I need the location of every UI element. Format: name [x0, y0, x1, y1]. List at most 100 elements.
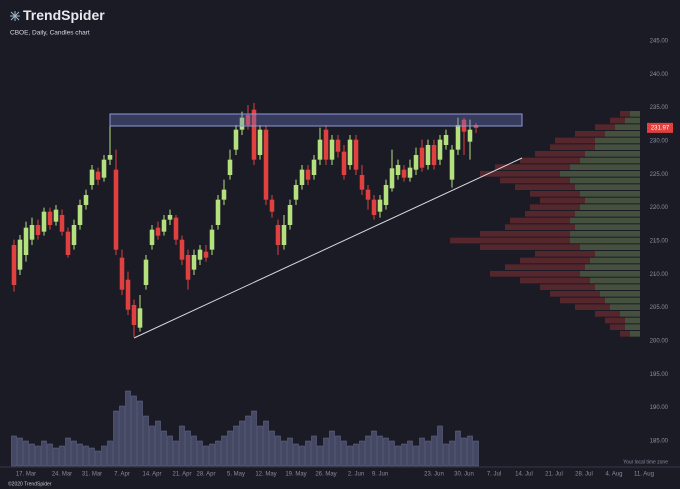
volume-bar — [395, 445, 401, 467]
profile-up — [595, 284, 640, 290]
volume-bar — [275, 435, 281, 467]
candle-body — [179, 239, 185, 260]
profile-down — [575, 304, 610, 310]
volume-bar — [443, 443, 449, 467]
profile-up — [595, 251, 640, 257]
volume-bar — [53, 447, 59, 467]
candle-body — [185, 255, 191, 280]
volume-bar — [59, 445, 65, 467]
candle-body — [221, 189, 227, 200]
candle-body — [71, 225, 77, 245]
volume-bar — [35, 445, 41, 467]
profile-down — [610, 117, 625, 124]
candle-body — [155, 227, 161, 236]
volume-bar — [263, 420, 269, 467]
profile-down — [515, 184, 575, 190]
candle-body — [173, 217, 179, 240]
candle-body — [425, 145, 431, 165]
x-tick-label: 28. Jul — [575, 472, 593, 478]
volume-bar — [329, 430, 335, 467]
chart-title: TrendSpider — [23, 7, 105, 23]
candle-body — [41, 211, 47, 232]
candle-body — [47, 211, 53, 225]
volume-bar — [293, 443, 299, 467]
volume-bar — [431, 435, 437, 467]
profile-up — [570, 237, 640, 244]
x-tick-label: 9. Jun — [372, 472, 388, 478]
profile-up — [580, 157, 640, 164]
volume-bar — [341, 440, 347, 467]
candle-body — [53, 209, 59, 222]
profile-up — [580, 244, 640, 250]
volume-bar — [227, 430, 233, 467]
x-tick-label: 2. Jun — [348, 472, 364, 478]
profile-down — [605, 317, 625, 324]
profile-down — [480, 244, 580, 250]
profile-up — [620, 311, 640, 317]
x-tick-label: 17. Mar — [16, 472, 36, 478]
candle-body — [347, 139, 353, 165]
x-tick-label: 21. Jul — [545, 472, 563, 478]
x-tick-label: 28. Apr — [196, 472, 215, 478]
volume-bar — [107, 440, 113, 467]
y-tick-label: 185.00 — [650, 439, 669, 445]
volume-bar — [233, 425, 239, 467]
candle-body — [419, 147, 425, 168]
volume-bar — [365, 435, 371, 467]
x-tick-label: 21. Apr — [172, 472, 191, 478]
volume-bar — [65, 437, 71, 467]
candle-body — [203, 251, 209, 258]
profile-up — [615, 124, 640, 130]
volume-bar — [473, 440, 479, 467]
volume-bar — [413, 445, 419, 467]
x-tick-label: 12. May — [255, 472, 276, 478]
profile-down — [490, 271, 580, 277]
profile-up — [570, 231, 640, 237]
x-tick-label: 11. Aug — [634, 472, 654, 478]
profile-up — [585, 151, 640, 157]
y-tick-label: 240.00 — [650, 72, 669, 78]
candle-body — [263, 129, 269, 200]
volume-bar — [197, 440, 203, 467]
candle-body — [431, 145, 437, 165]
profile-up — [595, 144, 640, 150]
profile-up — [575, 211, 640, 217]
candle-body — [233, 129, 239, 150]
y-tick-label: 210.00 — [650, 272, 669, 278]
volume-bar — [311, 435, 317, 467]
copyright: ©2020 TrendSpider — [8, 480, 52, 487]
profile-down — [535, 151, 585, 157]
volume-bar — [353, 443, 359, 467]
profile-up — [570, 217, 640, 224]
volume-bar — [83, 445, 89, 467]
volume-bar — [269, 430, 275, 467]
x-tick-label: 26. May — [315, 472, 336, 478]
profile-down — [505, 264, 585, 270]
volume-bar — [113, 410, 119, 467]
volume-bar — [17, 437, 23, 467]
candle-body — [107, 155, 113, 160]
volume-bar — [407, 440, 413, 467]
profile-down — [620, 111, 630, 117]
profile-down — [560, 297, 605, 304]
candle-body — [23, 227, 29, 255]
profile-up — [610, 304, 640, 310]
volume-bar — [221, 435, 227, 467]
profile-down — [595, 124, 615, 130]
profile-down — [575, 131, 605, 137]
volume-bar — [347, 445, 353, 467]
profile-up — [575, 224, 640, 230]
y-tick-label: 200.00 — [650, 339, 669, 345]
volume-bar — [203, 445, 209, 467]
candle-body — [149, 229, 155, 245]
volume-bar — [209, 443, 215, 467]
candle-body — [395, 165, 401, 175]
candle-body — [137, 308, 143, 328]
candle-body — [65, 231, 71, 255]
profile-up — [580, 204, 640, 210]
trendline — [133, 157, 523, 339]
y-tick-label: 190.00 — [650, 405, 669, 411]
y-tick-label: 215.00 — [650, 239, 669, 245]
